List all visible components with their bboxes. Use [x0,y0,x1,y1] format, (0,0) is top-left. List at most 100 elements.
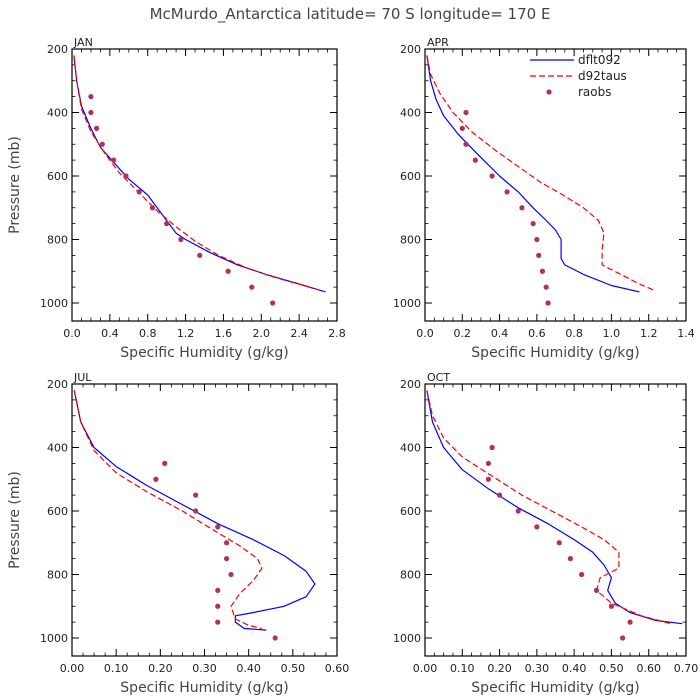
y-tick-label: 200 [400,378,421,391]
d92taus-line [426,390,672,625]
x-tick-label: 0.60 [636,662,661,675]
x-tick-label: 0.2 [454,327,472,340]
raobs-point [272,635,278,641]
y-tick-label: 600 [47,505,68,518]
raobs-point [489,444,495,451]
d92taus-line [73,55,326,293]
y-tick-label: 400 [400,442,421,455]
x-axis-label: Specific Humidity (g/kg) [471,680,639,696]
x-tick-label: 0.0 [416,327,434,340]
y-tick-label: 1000 [40,632,68,645]
y-tick-label: 400 [400,107,421,120]
y-tick-label: 400 [47,107,68,120]
x-tick-label: 0.8 [565,327,583,340]
raobs-point [193,508,199,514]
plot-frame [71,383,338,657]
raobs-point [593,587,600,593]
raobs-point [545,300,551,306]
y-tick-label: 600 [47,170,68,183]
raobs-point [88,109,94,116]
legend-swatch-raobs [546,89,552,95]
raobs-point [164,221,170,227]
raobs-point [193,492,199,498]
raobs-point [463,109,469,116]
x-tick-label: 0.50 [599,662,624,675]
month-label: OCT [427,371,450,384]
x-axis-label: Specific Humidity (g/kg) [471,345,639,361]
y-tick-label: 800 [400,234,421,247]
y-tick-label: 600 [400,505,421,518]
raobs-point [111,157,117,163]
raobs-point [162,460,168,466]
figure-title: McMurdo_Antarctica latitude= 70 S longit… [150,5,551,24]
d92taus-line [426,55,655,291]
raobs-point [215,524,221,530]
panels-group: JAN 0.0 0.4 0.8 1.2 1.6 2.0 2.4 2.8 200 400 600 800 1… [7,36,698,696]
raobs-point [228,571,234,578]
x-tick-label: 0.0 [63,327,81,340]
raobs-point [608,603,615,609]
y-tick-label: 1000 [40,297,68,310]
raobs-point [123,173,129,179]
raobs-point [223,556,230,562]
raobs-point [579,571,585,578]
raobs-point [215,587,221,593]
dflt092-line [73,390,316,631]
x-tick-label: 2.8 [328,327,346,340]
raobs-point [197,252,203,258]
y-tick-label: 200 [47,378,68,391]
legend-label-dflt092: dflt092 [578,53,621,67]
panel-jul: JUL 0.00 0.10 0.20 0.30 0.40 0.50 0.60 200 400 600… [7,371,349,696]
x-tick-label: 1.4 [677,327,695,340]
raobs-point [496,492,503,498]
x-tick-label: 0.30 [525,662,550,675]
month-label: JAN [73,36,93,49]
y-tick-label: 800 [47,569,68,582]
raobs-point [215,603,221,609]
y-tick-label: 600 [400,170,421,183]
raobs-point [504,189,510,195]
dflt092-line [426,390,683,625]
plot-frame [424,48,687,322]
raobs-point [270,300,276,306]
raobs-point [489,173,495,179]
x-tick-label: 1.2 [177,327,195,340]
x-tick-label: 0.10 [450,662,475,675]
raobs-point [539,268,546,274]
x-tick-label: 0.20 [148,662,173,675]
y-tick-label: 400 [47,442,68,455]
panel-oct: OCT 0.00 0.10 0.20 0.30 0.40 0.50 0.60 0.70 200 40… [393,371,698,696]
x-tick-label: 0.00 [60,662,85,675]
x-tick-label: 0.40 [562,662,587,675]
legend-label-raobs: raobs [578,85,612,99]
raobs-point [472,157,478,163]
y-tick-label: 800 [400,569,421,582]
raobs-point [178,236,184,243]
x-axis-label: Specific Humidity (g/kg) [120,345,288,361]
month-label: JUL [73,371,92,384]
x-axis-label: Specific Humidity (g/kg) [120,680,288,696]
raobs-point [249,284,255,290]
y-tick-label: 1000 [393,297,421,310]
raobs-point [153,476,159,482]
raobs-point [225,268,231,274]
dflt092-line [426,55,640,293]
y-tick-label: 200 [400,43,421,56]
panel-jan: JAN 0.0 0.4 0.8 1.2 1.6 2.0 2.4 2.8 200 400 600 800 1… [7,36,346,361]
raobs-point [99,141,105,147]
raobs-point [543,284,549,290]
d92taus-line [73,390,263,630]
y-tick-label: 200 [47,43,68,56]
x-tick-label: 0.4 [101,327,119,340]
x-tick-label: 1.6 [215,327,233,340]
raobs-point [620,635,626,641]
raobs-point [485,476,491,482]
plot-frame [71,48,338,322]
x-tick-label: 0.60 [325,662,350,675]
panel-apr: APR 0.0 0.2 0.4 0.6 0.8 1.0 1.2 1.4 200 400 600 800 1… [393,36,695,361]
raobs-point [223,540,230,546]
x-tick-label: 0.10 [104,662,129,675]
x-tick-label: 2.4 [290,327,308,340]
x-tick-label: 0.20 [487,662,512,675]
